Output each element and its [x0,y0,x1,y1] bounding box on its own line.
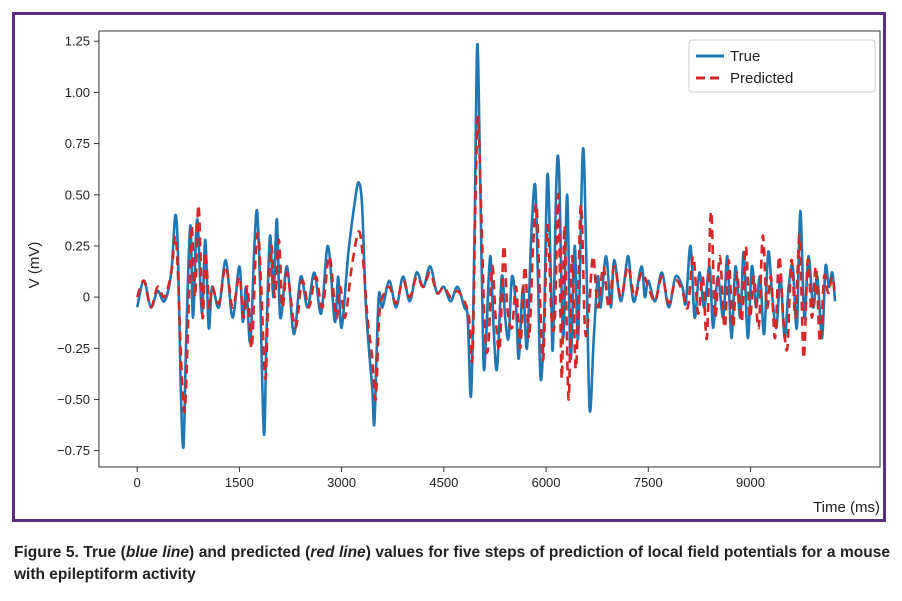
caption-prefix: Figure 5. True ( [14,544,126,561]
x-axis-label: Time (ms) [813,499,880,516]
x-axis-ticks: 0 1500 3000 4500 6000 7500 9000 [134,467,765,490]
y-tick-label: 0.50 [65,187,90,202]
x-tick-label: 4500 [429,475,458,490]
plot-area [98,30,881,468]
series-line-true [135,42,837,450]
caption-suffix: ) values for five steps of prediction of… [14,544,890,583]
caption-blue: blue line [125,544,189,561]
line-chart: 0 1500 3000 4500 6000 7500 9000 1.25 1.00 0.75 0.… [26,30,881,516]
x-tick-label: 6000 [532,475,561,490]
y-tick-label: −0.75 [57,443,90,458]
y-tick-label: 1.00 [65,85,90,100]
y-tick-label: 0 [83,290,90,305]
y-tick-label: −0.25 [57,341,90,356]
legend: True Predicted [688,39,876,93]
legend-box [688,39,876,93]
legend-true-label: True [730,48,760,65]
x-tick-label: 3000 [327,475,356,490]
y-tick-label: 0.25 [65,238,90,253]
series-line-predicted [135,115,837,414]
y-tick-label: 0.75 [65,136,90,151]
x-tick-label: 7500 [634,475,663,490]
plot-frame [98,30,881,468]
caption-red: red line [310,544,366,561]
y-axis-label: V (mV) [26,242,43,289]
caption-mid: ) and predicted ( [188,544,311,561]
legend-predicted-label: Predicted [730,70,793,87]
y-tick-label: −0.50 [57,392,90,407]
x-tick-label: 1500 [225,475,254,490]
x-tick-label: 9000 [736,475,765,490]
y-tick-label: 1.25 [65,34,90,49]
figure-frame: 0 1500 3000 4500 6000 7500 9000 1.25 1.00 0.75 0.… [12,12,886,522]
figure-caption: Figure 5. True (blue line) and predicted… [14,542,890,586]
y-axis-ticks: 1.25 1.00 0.75 0.50 0.25 0 −0.25 −0.50 −0.75 [57,34,99,458]
x-tick-label: 0 [134,475,141,490]
